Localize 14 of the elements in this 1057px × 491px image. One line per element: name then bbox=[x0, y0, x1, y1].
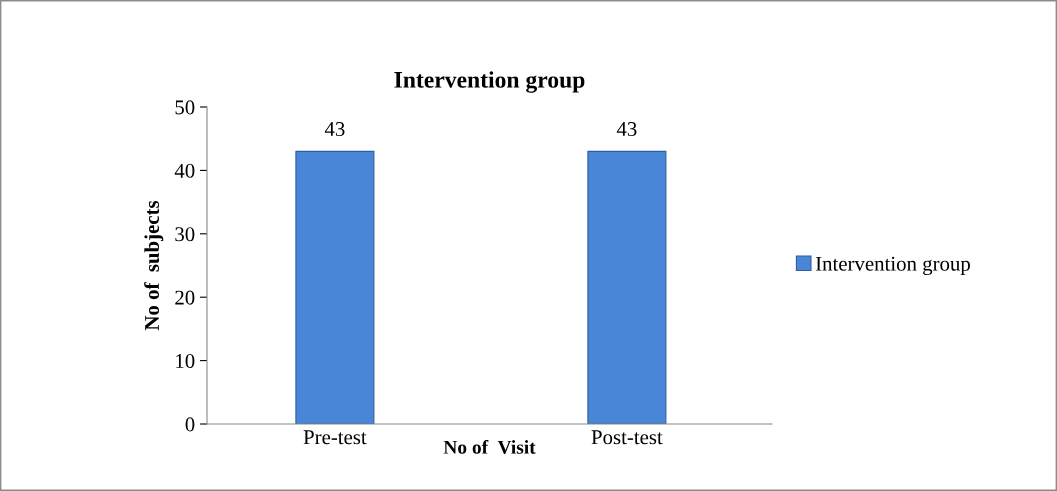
y-tick-label: 40 bbox=[174, 163, 195, 178]
y-axis-title: No of subjects bbox=[144, 200, 164, 331]
x-tick-label: Post-test bbox=[591, 430, 663, 445]
x-axis-title: No of Visit bbox=[443, 439, 536, 454]
x-tick-label: Pre-test bbox=[303, 430, 367, 445]
data-label: 43 bbox=[324, 122, 345, 137]
chart-title: Intervention group bbox=[394, 71, 585, 93]
y-tick-label: 0 bbox=[185, 417, 195, 432]
y-tick-label: 30 bbox=[175, 227, 195, 242]
y-tick-label: 20 bbox=[175, 290, 195, 305]
y-tick-label: 50 bbox=[175, 100, 195, 115]
legend-label: Intervention group bbox=[815, 256, 970, 276]
y-tick-label: 10 bbox=[176, 353, 195, 369]
data-label: 43 bbox=[616, 122, 637, 137]
